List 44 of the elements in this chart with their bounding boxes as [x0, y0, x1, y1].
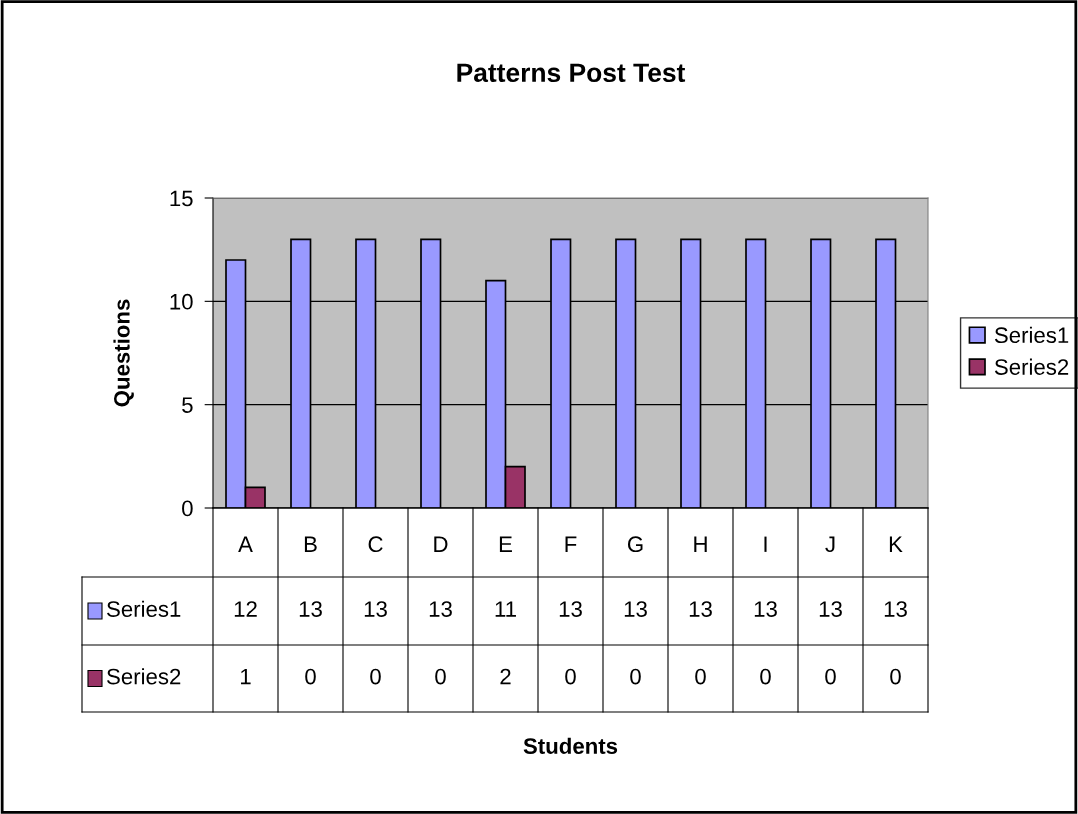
- x-tick-label: H: [694, 536, 707, 552]
- data-label: 13: [364, 601, 387, 617]
- data-label: 13: [299, 601, 322, 617]
- data-label: 2: [500, 668, 511, 685]
- legend-label: Series2: [107, 668, 181, 685]
- y-tick-label: 15: [170, 190, 193, 207]
- legend-label: Series1: [994, 326, 1069, 344]
- data-label: 0: [890, 668, 901, 685]
- text: Series1: [107, 600, 181, 617]
- x-tick-label: C: [368, 536, 383, 553]
- data-label: 0: [565, 668, 576, 685]
- x-tick-label: G: [627, 536, 643, 553]
- data-label: 0: [370, 668, 381, 685]
- text: Series2: [994, 358, 1069, 375]
- data-label: 12: [234, 601, 257, 617]
- data-label: 0: [695, 668, 706, 685]
- x-tick-label: A: [238, 536, 253, 552]
- data-label: 13: [819, 601, 842, 617]
- data-label: 0: [435, 668, 446, 685]
- x-tick-label: D: [434, 536, 448, 552]
- x-tick-label: K: [889, 536, 903, 552]
- chart-title: Patterns Post Test: [457, 63, 686, 83]
- x-tick-label: B: [304, 536, 317, 552]
- x-tick-label: I: [764, 536, 767, 552]
- data-label: 0: [825, 668, 836, 685]
- data-label: 13: [429, 601, 452, 617]
- data-label: 0: [760, 668, 771, 685]
- x-tick-label: E: [499, 536, 512, 552]
- data-label: 1: [241, 668, 251, 685]
- y-tick-label: 10: [170, 293, 193, 310]
- data-label: 0: [305, 668, 316, 685]
- y-axis-title: Questions: [113, 299, 134, 407]
- x-tick-label: F: [565, 536, 577, 552]
- y-tick-label: 5: [182, 397, 193, 413]
- data-label: 0: [630, 668, 641, 685]
- data-label: 13: [754, 601, 777, 617]
- data-label: 13: [884, 601, 907, 617]
- data-label: 13: [559, 601, 582, 617]
- data-label: 11: [495, 601, 516, 617]
- y-tick-label: 0: [182, 500, 193, 517]
- text: Students: [523, 737, 618, 754]
- x-tick-label: J: [825, 536, 835, 553]
- data-label: 13: [624, 601, 647, 617]
- data-label: 13: [689, 601, 712, 617]
